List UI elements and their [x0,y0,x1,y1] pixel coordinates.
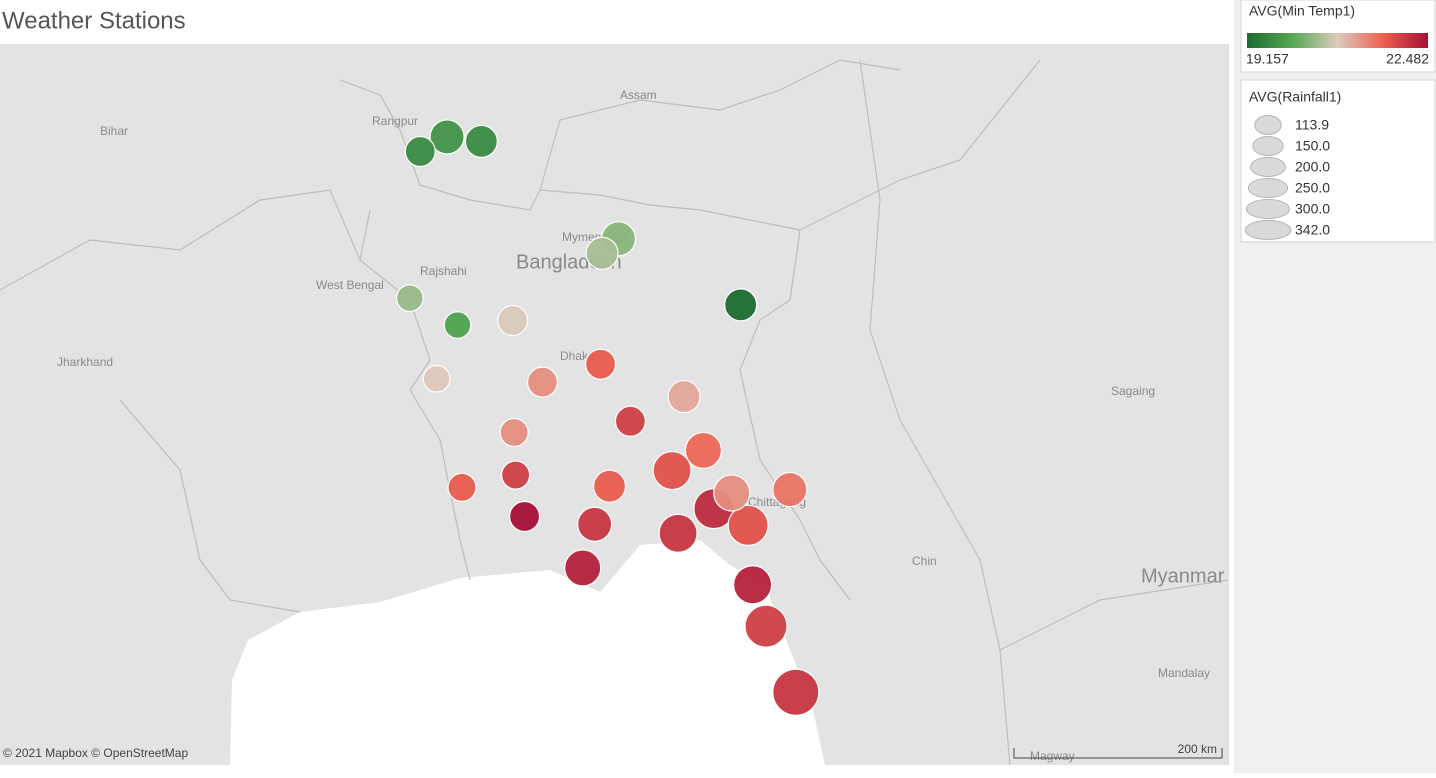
place-label: West Bengal [316,278,384,292]
map: Bihar Rangpur Assam Mymensingh Rajshahi … [0,44,1228,765]
legend-min: 19.157 [1246,51,1289,67]
station [447,472,477,502]
station [509,500,541,533]
station [464,124,498,158]
size-label: 200.0 [1295,159,1330,175]
scale-label: 200 km [1178,742,1217,756]
station [772,668,820,716]
station [614,405,646,437]
size-swatch [1245,199,1291,219]
station [526,366,559,398]
station [585,236,619,270]
size-swatch [1244,220,1292,240]
station [429,119,465,155]
color-ramp [1247,33,1428,48]
scale-bar [1013,748,1223,759]
place-label: Jharkhand [57,355,113,369]
station [395,284,424,313]
size-label: 113.9 [1295,117,1329,133]
place-label: Rangpur [372,114,418,128]
size-swatch [1249,157,1287,177]
place-label: Assam [620,88,657,102]
station [497,304,529,337]
legend-title: AVG(Rainfall1) [1249,89,1341,105]
size-legend-items: 113.9 150.0 200.0 250.0 300.0 342.0 [1244,115,1330,240]
title: Weather Stations [2,7,186,34]
station [744,604,788,648]
country-label: Myanmar [1141,565,1225,587]
station [422,364,451,393]
stations [395,119,820,716]
station [667,380,701,414]
place-label: Rajshahi [420,264,467,278]
size-label: 300.0 [1295,201,1330,217]
station [592,469,627,503]
station [404,135,436,168]
station [577,506,613,542]
attribution: © 2021 Mapbox © OpenStreetMap [3,746,188,760]
station [564,549,602,587]
divider [1228,44,1229,765]
size-label: 150.0 [1295,138,1330,154]
place-label: Mandalay [1158,666,1210,680]
legend-title: AVG(Min Temp1) [1249,3,1355,19]
station [684,431,723,470]
station [501,460,531,490]
station [443,311,472,339]
size-swatch [1254,115,1282,135]
borders [0,59,1228,765]
place-label: Chin [912,554,937,568]
station [733,565,773,605]
place-label: Bihar [100,124,128,138]
size-label: 250.0 [1295,180,1330,196]
size-swatch [1252,136,1284,156]
place-label: Magway [1030,749,1075,763]
station [713,474,751,512]
station [724,288,758,322]
station [499,417,529,448]
station [585,348,617,380]
sea [230,540,825,765]
size-swatch [1247,178,1289,198]
station [772,471,808,508]
legend-max: 22.482 [1386,51,1429,67]
size-label: 342.0 [1295,222,1330,238]
station [652,450,692,491]
station [658,513,698,553]
place-label: Sagaing [1111,384,1155,398]
station [727,504,769,546]
